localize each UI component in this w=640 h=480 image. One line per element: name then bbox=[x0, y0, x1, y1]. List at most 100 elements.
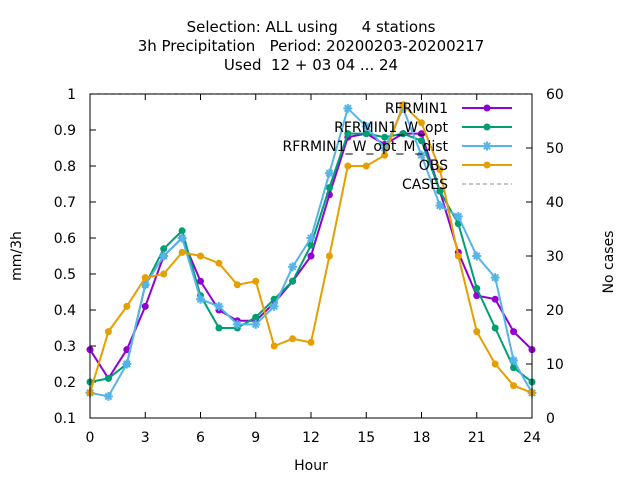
data-point bbox=[178, 227, 186, 235]
data-point bbox=[482, 141, 492, 151]
data-point bbox=[399, 101, 407, 109]
data-point bbox=[399, 130, 407, 138]
x-tick-label: 24 bbox=[523, 430, 541, 446]
data-point bbox=[197, 252, 204, 260]
data-point bbox=[491, 324, 499, 332]
data-point bbox=[453, 211, 463, 221]
data-point bbox=[490, 273, 500, 283]
y-tick-label: 0.9 bbox=[54, 123, 76, 139]
data-point bbox=[196, 294, 205, 304]
y-tick-label: 0.8 bbox=[54, 159, 76, 175]
legend-label: OBS bbox=[419, 158, 448, 174]
data-point bbox=[381, 151, 389, 159]
data-point bbox=[361, 121, 371, 131]
data-point bbox=[289, 335, 297, 343]
axis-ticks: 0 3 6 9 12 15 18 21 24 0.1 0.2 0.3 0.4 0.5 0.6 0.7 0.8 0.… bbox=[54, 87, 564, 446]
data-point bbox=[215, 324, 223, 332]
data-point bbox=[473, 284, 481, 292]
title-line: Used 12 + 03 04 ... 24 bbox=[224, 56, 398, 74]
y-tick-label: 0.1 bbox=[54, 411, 76, 427]
data-point bbox=[362, 130, 370, 138]
data-point bbox=[252, 313, 260, 321]
data-point bbox=[509, 355, 519, 365]
data-point bbox=[214, 301, 224, 311]
y-tick-label: 0.7 bbox=[54, 195, 76, 211]
data-point bbox=[232, 319, 242, 329]
data-point bbox=[491, 295, 499, 303]
data-point bbox=[288, 262, 298, 272]
y2-axis-label: No cases bbox=[601, 231, 617, 294]
y2-tick-label: 40 bbox=[546, 195, 564, 211]
data-point bbox=[473, 328, 481, 336]
data-point bbox=[307, 338, 315, 346]
y-tick-label: 0.3 bbox=[54, 339, 76, 355]
legend-label: CASES bbox=[402, 177, 448, 193]
y2-tick-label: 60 bbox=[546, 87, 564, 103]
data-point bbox=[344, 130, 352, 138]
data-point bbox=[141, 274, 149, 282]
y-tick-label: 1 bbox=[67, 87, 76, 103]
legend: RFRMIN1 RFRMIN1_W_opt RFRMIN1_W_opt_M_dist… bbox=[282, 101, 512, 193]
data-point bbox=[510, 328, 518, 336]
data-point bbox=[362, 162, 370, 170]
y-tick-label: 0.2 bbox=[54, 375, 76, 391]
title-line: 3h Precipitation Period: 20200203-202002… bbox=[138, 37, 485, 55]
data-point bbox=[454, 252, 462, 260]
y-tick-label: 0.6 bbox=[54, 231, 76, 247]
data-point bbox=[307, 241, 315, 249]
x-tick-label: 9 bbox=[251, 430, 260, 446]
data-point bbox=[418, 130, 425, 138]
data-point bbox=[270, 342, 278, 350]
y2-tick-label: 20 bbox=[546, 303, 564, 319]
data-point bbox=[197, 277, 204, 285]
data-point bbox=[104, 374, 112, 382]
data-point bbox=[491, 360, 499, 368]
y-tick-label: 0.4 bbox=[54, 303, 76, 319]
data-point bbox=[324, 168, 334, 178]
x-tick-label: 21 bbox=[468, 430, 486, 446]
data-point bbox=[472, 251, 482, 261]
data-point bbox=[343, 103, 353, 113]
y2-tick-label: 10 bbox=[546, 357, 564, 373]
data-point bbox=[122, 359, 132, 369]
x-tick-label: 3 bbox=[141, 430, 150, 446]
title-line: Selection: ALL using 4 stations bbox=[187, 18, 436, 36]
series-obs bbox=[86, 101, 536, 397]
data-point bbox=[436, 187, 444, 195]
data-point bbox=[483, 161, 491, 169]
data-point bbox=[344, 162, 352, 170]
data-point bbox=[160, 245, 168, 253]
x-tick-label: 12 bbox=[302, 430, 320, 446]
x-tick-label: 6 bbox=[196, 430, 205, 446]
x-tick-label: 18 bbox=[413, 430, 431, 446]
data-point bbox=[381, 133, 389, 141]
y2-tick-label: 50 bbox=[546, 141, 564, 157]
data-point bbox=[483, 123, 491, 131]
legend-label: RFRMIN1_W_opt bbox=[334, 120, 448, 136]
x-axis-label: Hour bbox=[294, 458, 328, 474]
y2-tick-label: 30 bbox=[546, 249, 564, 265]
data-point bbox=[123, 302, 131, 310]
plot-frame bbox=[89, 93, 533, 419]
data-point bbox=[418, 119, 425, 127]
data-point bbox=[306, 233, 316, 243]
data-point bbox=[510, 364, 518, 372]
data-point bbox=[307, 252, 315, 260]
data-point bbox=[177, 233, 187, 243]
y-axis-label: mm/3h bbox=[9, 231, 25, 281]
data-point bbox=[215, 259, 223, 267]
data-point bbox=[160, 270, 168, 278]
y2-tick-label: 0 bbox=[546, 411, 555, 427]
data-point bbox=[289, 277, 297, 285]
data-point bbox=[233, 281, 241, 289]
data-point bbox=[159, 251, 169, 261]
data-point bbox=[252, 277, 260, 285]
data-point bbox=[436, 166, 444, 174]
legend-label: RFRMIN1_W_opt_M_dist bbox=[282, 139, 448, 155]
x-tick-label: 0 bbox=[86, 430, 95, 446]
data-point bbox=[269, 301, 279, 311]
data-point bbox=[417, 150, 426, 160]
legend-label: RFRMIN1 bbox=[385, 101, 448, 117]
